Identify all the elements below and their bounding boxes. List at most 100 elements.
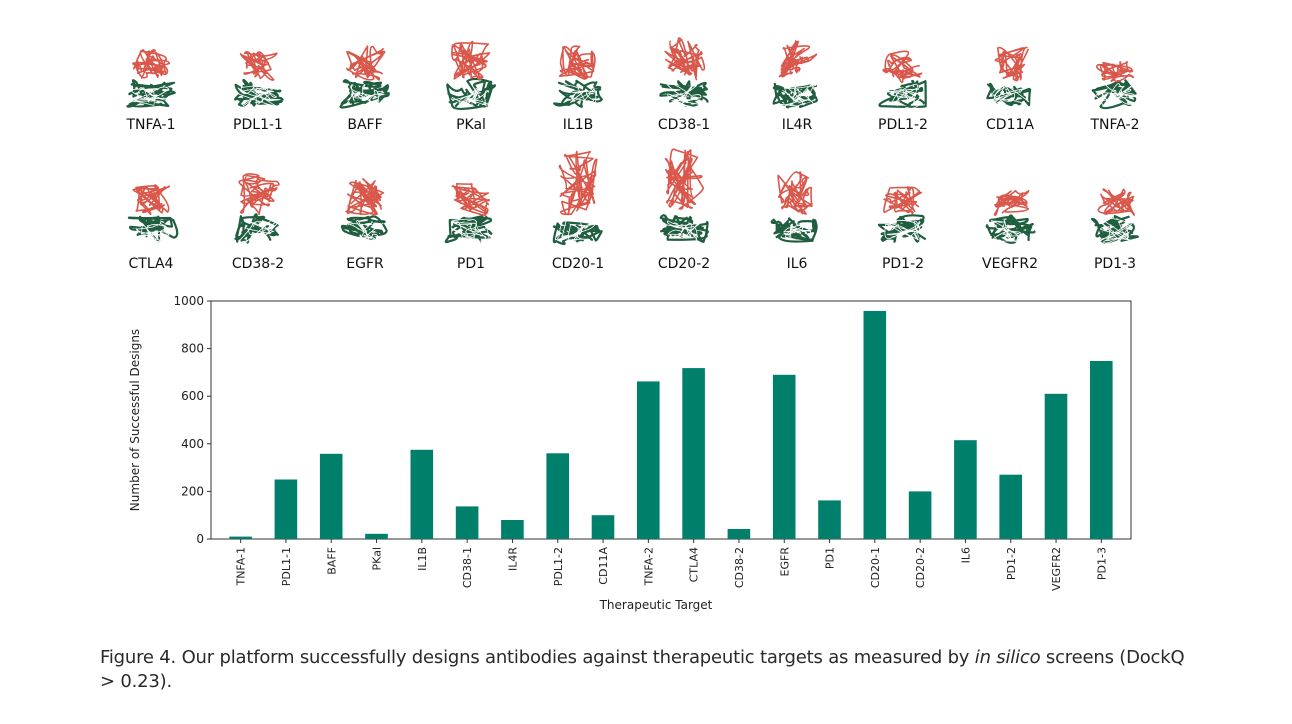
- structure-cd11a: CD11A: [960, 0, 1060, 133]
- bar-cd38-2: [727, 529, 751, 539]
- structure-pd1: PD1: [421, 135, 521, 272]
- bar-chart: 0 200 400 600 800 1000 TNFA-1 PDL1-1 BAFF PKal IL…: [128, 294, 1132, 612]
- bar-pkal: [365, 533, 388, 539]
- structure-tnfa-2: TNFA-2: [1065, 0, 1165, 133]
- structure-label: TNFA-2: [1090, 117, 1140, 133]
- protein-complex-icon: [127, 184, 179, 243]
- protein-complex-icon: [659, 148, 710, 243]
- structure-ctla4: CTLA4: [101, 135, 201, 272]
- x-tick-label: CD11A: [597, 547, 610, 585]
- structure-label: VEGFR2: [982, 256, 1038, 272]
- protein-complex-icon: [877, 186, 927, 243]
- structure-egfr: EGFR: [315, 135, 415, 272]
- x-tick-label: CD20-1: [869, 547, 882, 588]
- bar-pd1-3: [1090, 361, 1113, 539]
- bar-ctla4: [682, 368, 705, 539]
- structure-label: CD11A: [986, 117, 1034, 133]
- x-tick-label: PDL1-1: [280, 547, 293, 586]
- bar-cd11a: [591, 515, 615, 539]
- bar-pdl1-2: [546, 453, 569, 539]
- y-tick-label: 200: [181, 484, 204, 498]
- bar-cd20-2: [908, 491, 932, 539]
- protein-complex-icon: [340, 177, 388, 244]
- bar-tnfa-1: [229, 536, 252, 539]
- x-tick-label: PD1-2: [1005, 547, 1018, 580]
- structure-label: TNFA-1: [126, 117, 176, 133]
- caption-prefix: Figure 4. Our platform successfully desi…: [100, 647, 975, 668]
- y-axis: 0 200 400 600 800 1000: [173, 294, 211, 546]
- protein-complex-icon: [878, 50, 927, 109]
- structure-pd1-2: PD1-2: [853, 135, 953, 272]
- structure-label: PD1-2: [881, 256, 925, 272]
- x-tick-label: CD38-2: [733, 547, 746, 588]
- x-tick-label: CD38-1: [461, 547, 474, 588]
- caption-italic: in silico: [974, 647, 1041, 668]
- structure-il6: IL6: [747, 135, 847, 272]
- structure-label: PD1: [456, 256, 486, 272]
- bars-group: [229, 311, 1113, 540]
- protein-complex-icon: [234, 51, 284, 108]
- structure-cd20-1: CD20-1: [528, 135, 628, 272]
- structure-il1b: IL1B: [528, 0, 628, 133]
- structure-vegfr2: VEGFR2: [960, 135, 1060, 272]
- protein-complex-icon: [339, 45, 390, 109]
- x-tick-label: VEGFR2: [1050, 547, 1063, 591]
- protein-complex-icon: [234, 173, 280, 244]
- y-tick-label: 800: [181, 342, 204, 356]
- bar-il1b: [410, 449, 434, 540]
- figure-caption: Figure 4. Our platform successfully desi…: [100, 646, 1200, 694]
- x-tick-label: IL4R: [506, 547, 519, 571]
- structure-cd38-2: CD38-2: [208, 135, 308, 272]
- protein-complex-icon: [552, 150, 603, 246]
- x-tick-label: PDL1-2: [552, 547, 565, 586]
- structure-il4r: IL4R: [747, 0, 847, 133]
- bar-pd1-2: [999, 474, 1022, 539]
- bar-il6: [954, 440, 977, 539]
- protein-complex-icon: [553, 45, 603, 108]
- x-tick-label: TNFA-2: [642, 547, 655, 587]
- protein-complex-icon: [985, 189, 1036, 244]
- bar-il4r: [501, 520, 524, 539]
- protein-complex-icon: [126, 49, 176, 108]
- y-tick-label: 400: [181, 437, 204, 451]
- x-axis: TNFA-1 PDL1-1 BAFF PKal IL1B CD38-1 IL4R PDL1-2…: [235, 539, 1108, 591]
- structure-label: CD38-2: [231, 256, 285, 272]
- structure-panel: TNFA-1 PDL1-1 BAFF PKal IL1B CD38-1 IL4R PDL1-2…: [0, 0, 1292, 285]
- structure-tnfa-1: TNFA-1: [101, 0, 201, 133]
- structure-label: PKal: [456, 117, 486, 133]
- protein-complex-icon: [659, 37, 709, 108]
- bar-baff: [319, 453, 343, 539]
- y-tick-label: 600: [181, 389, 204, 403]
- y-axis-label: Number of Successful Designs: [128, 329, 142, 511]
- x-tick-label: EGFR: [778, 547, 791, 577]
- bar-vegfr2: [1044, 393, 1068, 539]
- bar-tnfa-2: [637, 381, 660, 539]
- y-tick-label: 1000: [173, 294, 204, 308]
- structure-label: CTLA4: [128, 256, 174, 272]
- structure-label: PDL1-2: [878, 117, 928, 133]
- x-tick-label: PD1-3: [1095, 547, 1108, 580]
- x-tick-label: CTLA4: [688, 547, 701, 582]
- protein-complex-icon: [444, 182, 493, 244]
- structure-baff: BAFF: [315, 0, 415, 133]
- protein-complex-icon: [1090, 188, 1139, 244]
- bar-cd20-1: [863, 311, 887, 539]
- x-tick-label: TNFA-1: [235, 547, 248, 587]
- structure-pdl1-2: PDL1-2: [853, 0, 953, 133]
- structure-label: IL1B: [562, 117, 594, 133]
- caption-suffix: screens (DockQ > 0.23).: [100, 647, 1185, 692]
- bar-egfr: [772, 374, 796, 539]
- bar-pd1: [818, 500, 841, 539]
- structure-label: BAFF: [347, 117, 383, 133]
- y-tick-label: 0: [196, 532, 204, 546]
- structure-label: EGFR: [346, 256, 384, 272]
- structure-label: IL6: [786, 256, 808, 272]
- structure-pd1-3: PD1-3: [1065, 135, 1165, 272]
- structure-pkal: PKal: [421, 0, 521, 133]
- structure-label: PD1-3: [1093, 256, 1137, 272]
- x-tick-label: PD1: [824, 547, 837, 569]
- x-tick-label: PKal: [371, 547, 384, 570]
- x-tick-label: IL1B: [416, 547, 429, 571]
- structure-label: PDL1-1: [233, 117, 283, 133]
- structure-label: CD38-1: [657, 117, 711, 133]
